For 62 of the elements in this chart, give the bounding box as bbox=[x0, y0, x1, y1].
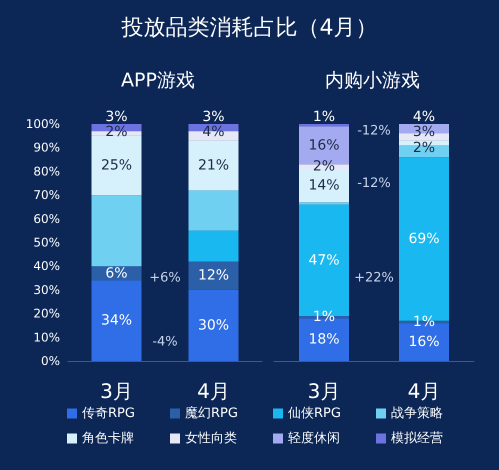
y-tick-label: 40% bbox=[33, 259, 60, 274]
y-tick-label: 90% bbox=[33, 140, 60, 155]
x-tick-label: 4月 bbox=[408, 379, 440, 403]
bar bbox=[92, 136, 142, 196]
data-label: 2% bbox=[412, 140, 436, 156]
annotation: +6% bbox=[149, 270, 181, 286]
legend-label: 女性向类 bbox=[185, 431, 237, 446]
data-label: 16% bbox=[308, 137, 340, 154]
y-tick-label: 10% bbox=[33, 330, 60, 344]
data-label: 6% bbox=[105, 265, 128, 282]
y-tick-label: 60% bbox=[33, 212, 60, 226]
data-label: 30% bbox=[198, 317, 230, 334]
annotation: -12% bbox=[357, 176, 391, 191]
y-tick-label: 100% bbox=[26, 117, 60, 131]
bar bbox=[92, 195, 142, 266]
legend-label: 角色卡牌 bbox=[82, 431, 134, 446]
legend-label: 战争策略 bbox=[391, 406, 443, 421]
data-label: 25% bbox=[100, 157, 132, 174]
legend-label: 魔幻RPG bbox=[185, 406, 238, 421]
data-label: 3% bbox=[202, 109, 225, 125]
legend-label: 传奇RPG bbox=[82, 406, 135, 421]
bar bbox=[188, 140, 238, 190]
data-label: 1% bbox=[312, 109, 336, 125]
data-label: 1% bbox=[312, 309, 336, 326]
data-label: 3% bbox=[105, 109, 128, 125]
y-tick-label: 30% bbox=[33, 282, 60, 297]
data-label: 4% bbox=[412, 109, 436, 125]
bar bbox=[188, 190, 238, 231]
data-label: 1% bbox=[412, 314, 436, 330]
bar bbox=[188, 230, 238, 262]
chart-title: 投放品类消耗占比（4月） bbox=[120, 16, 378, 40]
chart-subtitle: 内购小游戏 bbox=[325, 70, 420, 92]
annotation: -4% bbox=[152, 334, 178, 350]
legend-label: 仙侠RPG bbox=[288, 406, 341, 421]
x-tick-label: 3月 bbox=[100, 379, 133, 403]
data-label: 69% bbox=[408, 230, 440, 247]
data-label: 34% bbox=[100, 312, 132, 329]
y-tick-label: 50% bbox=[33, 236, 60, 250]
legend-label: 模拟经营 bbox=[391, 431, 443, 446]
data-label: 21% bbox=[198, 157, 230, 174]
y-tick-label: 0% bbox=[40, 354, 60, 368]
data-label: 12% bbox=[198, 268, 230, 284]
bar bbox=[92, 280, 142, 361]
legend-label: 轻度休闲 bbox=[288, 430, 340, 446]
chart-subtitle: APP游戏 bbox=[121, 70, 195, 92]
y-tick-label: 80% bbox=[33, 164, 60, 178]
data-label: 14% bbox=[308, 178, 340, 194]
bar bbox=[188, 290, 238, 361]
y-tick-label: 70% bbox=[33, 188, 60, 202]
bar bbox=[299, 169, 349, 202]
y-tick-label: 20% bbox=[33, 306, 60, 321]
x-tick-label: 4月 bbox=[197, 379, 230, 403]
annotation: -12% bbox=[357, 124, 391, 139]
x-tick-label: 3月 bbox=[308, 379, 340, 403]
bar bbox=[188, 261, 238, 290]
data-label: 3% bbox=[412, 124, 436, 140]
data-label: 16% bbox=[408, 334, 440, 350]
data-label: 47% bbox=[308, 252, 340, 268]
annotation: +22% bbox=[354, 270, 394, 286]
bar bbox=[299, 202, 349, 205]
data-label: 2% bbox=[312, 158, 336, 175]
data-label: 18% bbox=[308, 332, 340, 348]
